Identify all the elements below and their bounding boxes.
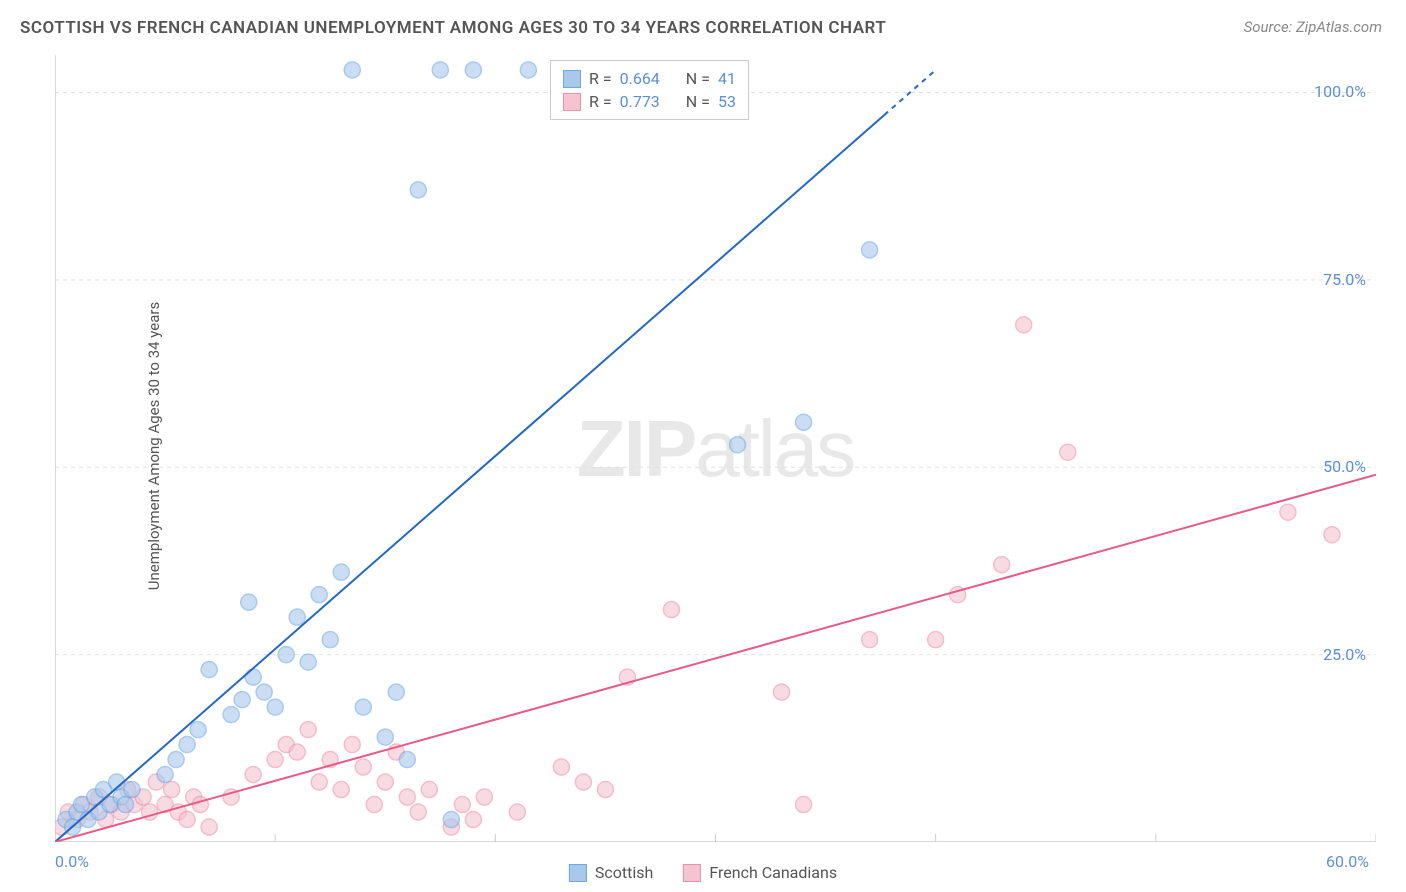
legend-label: French Canadians [709, 863, 837, 882]
y-tick-label: 50.0% [1323, 457, 1366, 476]
scatter-plot [55, 55, 1376, 842]
legend-swatch [563, 93, 581, 111]
stat-n-label: N = [686, 92, 710, 111]
y-tick-label: 75.0% [1323, 270, 1366, 289]
legend-item: Scottish [569, 863, 653, 882]
legend-stats-row: R = 0.773 N = 53 [563, 90, 736, 113]
stat-r-value: 0.773 [620, 92, 660, 111]
x-tick-label: 60.0% [1326, 852, 1369, 871]
y-tick-label: 25.0% [1323, 645, 1366, 664]
stat-n-label: N = [686, 69, 710, 88]
legend-stats-row: R = 0.664 N = 41 [563, 67, 736, 90]
stat-r-value: 0.664 [620, 69, 660, 88]
x-tick-label: 0.0% [55, 852, 89, 871]
chart-title: SCOTTISH VS FRENCH CANADIAN UNEMPLOYMENT… [20, 18, 886, 38]
legend-label: Scottish [595, 863, 653, 882]
legend-item: French Canadians [683, 863, 837, 882]
legend-swatch [683, 864, 701, 882]
legend-stats-box: R = 0.664 N = 41 R = 0.773 N = 53 [550, 60, 749, 120]
legend-swatch [569, 864, 587, 882]
y-tick-label: 100.0% [1314, 82, 1366, 101]
stat-r-label: R = [589, 69, 612, 88]
source-attribution: Source: ZipAtlas.com [1244, 18, 1382, 36]
chart-area: ZIPatlas [55, 55, 1376, 842]
legend-swatch [563, 70, 581, 88]
bottom-legend: Scottish French Canadians [569, 863, 837, 882]
stat-n-value: 41 [718, 69, 736, 88]
stat-n-value: 53 [718, 92, 736, 111]
stat-r-label: R = [589, 92, 612, 111]
